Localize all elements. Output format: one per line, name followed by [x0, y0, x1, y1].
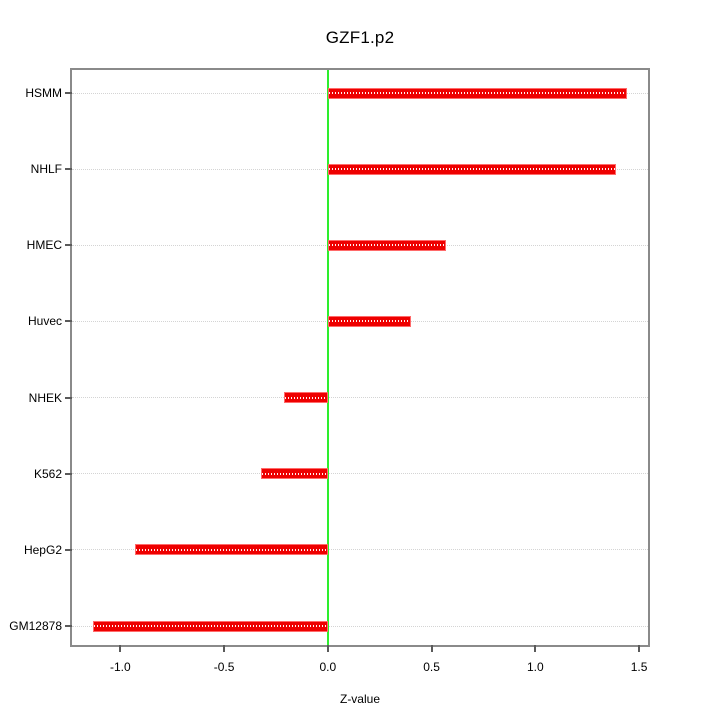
y-axis-tick — [65, 92, 72, 94]
y-axis-tick — [65, 548, 72, 551]
bar-hmec — [327, 239, 447, 251]
x-axis-tick — [638, 645, 641, 652]
y-axis-category-label: GM12878 — [9, 619, 62, 633]
x-axis-tick-label: 1.5 — [630, 660, 648, 674]
bar-huvec — [327, 315, 411, 327]
bar-hepg2 — [134, 544, 328, 556]
zero-reference-line — [326, 70, 329, 645]
x-axis-tick-label: 1.0 — [526, 660, 544, 674]
x-axis-tick — [119, 645, 122, 652]
gridline — [72, 397, 648, 399]
gridline — [72, 549, 648, 551]
bar-nhlf — [327, 163, 617, 175]
x-axis-tick — [534, 645, 537, 652]
y-axis-tick — [65, 320, 72, 323]
plot-area — [72, 70, 648, 645]
y-axis-category-label: NHEK — [28, 390, 62, 405]
chart-title: GZF1.p2 — [325, 28, 395, 47]
y-axis-tick — [65, 396, 72, 399]
gridline — [72, 473, 648, 475]
y-axis-category-label: HepG2 — [23, 542, 62, 557]
y-axis-category-label: HMEC — [26, 238, 62, 253]
bar-nhek — [284, 392, 328, 404]
bar-k562 — [261, 468, 328, 480]
y-axis-category-label: NHLF — [30, 162, 62, 177]
x-axis-tick — [430, 645, 433, 652]
y-axis-tick — [65, 472, 72, 475]
x-axis-tick — [326, 645, 329, 652]
bar-hsmm — [327, 87, 627, 99]
x-axis-label: Z-value — [339, 692, 380, 706]
x-axis-tick-label: 0.5 — [423, 660, 440, 674]
x-axis-tick-label: -1.0 — [110, 660, 131, 674]
bar-gm12878 — [93, 620, 328, 632]
y-axis-tick — [65, 244, 72, 247]
y-axis-category-label: HSMM — [25, 86, 62, 100]
y-axis-tick — [65, 168, 72, 171]
x-axis-tick-label: 0.0 — [319, 660, 337, 674]
y-axis-tick — [65, 625, 72, 627]
y-axis-category-label: K562 — [33, 466, 62, 481]
x-axis-tick — [223, 645, 226, 652]
y-axis-category-label: Huvec — [27, 314, 62, 329]
x-axis-tick-label: -0.5 — [213, 660, 235, 674]
gridline — [72, 625, 648, 627]
